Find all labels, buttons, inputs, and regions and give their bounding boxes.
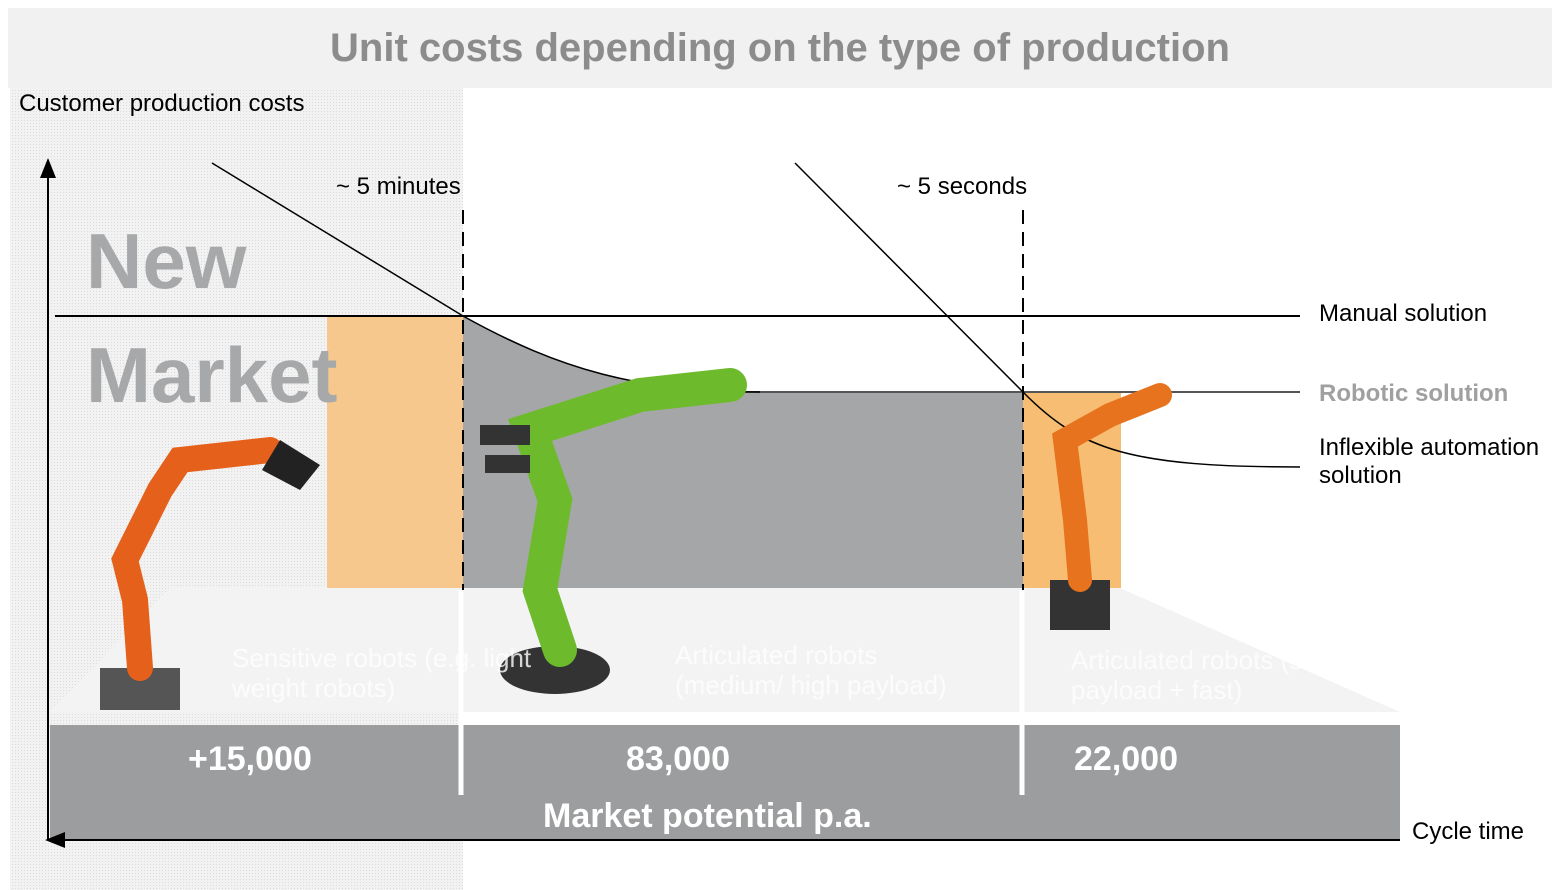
threshold-label: ~ 5 minutes	[336, 172, 461, 202]
new-market: New Market	[86, 204, 386, 432]
slide: Unit costs depending on the type of prod…	[0, 0, 1552, 890]
potential-value: +15,000	[188, 738, 312, 780]
footer-label: Market potential p.a.	[543, 795, 872, 837]
threshold-label: ~ 5 seconds	[897, 172, 1027, 202]
segment-label: Articulated robots (small payload + fast…	[1071, 645, 1361, 705]
segment-label: Articulated robots (medium/ high payload…	[675, 640, 975, 700]
solution-label: Robotic solution	[1319, 379, 1508, 409]
solution-label: Inflexible automation solution	[1319, 434, 1549, 490]
solution-label: Manual solution	[1319, 299, 1487, 329]
potential-value: 22,000	[1074, 738, 1178, 780]
potential-value: 83,000	[626, 738, 730, 780]
x-axis-label: Cycle time	[1412, 817, 1524, 847]
title: Unit costs depending on the type of prod…	[0, 22, 1552, 74]
segment-label: Sensitive robots (e.g. light weight robo…	[232, 643, 532, 703]
y-axis-label: Customer production costs	[19, 89, 309, 119]
